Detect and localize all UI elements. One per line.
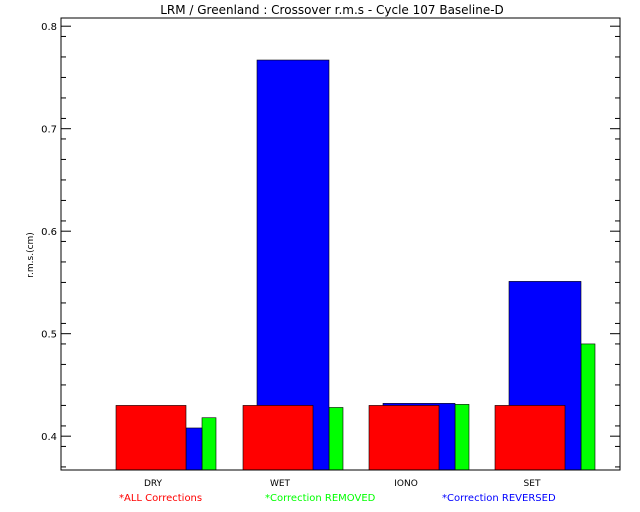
plot-frame bbox=[60, 17, 621, 471]
x-tick-label-iono: IONO bbox=[394, 479, 418, 489]
bars-layer bbox=[115, 59, 596, 471]
legend: *ALL Corrections *Correction REMOVED *Corr… bbox=[119, 493, 556, 504]
y-tick-label: 0.6 bbox=[41, 227, 57, 238]
bar-set-removed bbox=[580, 343, 596, 471]
bar-wet-reversed bbox=[256, 59, 330, 471]
x-tick-label-wet: WET bbox=[270, 479, 291, 489]
bar-wet-all bbox=[242, 405, 314, 471]
legend-entry-1: *Correction REMOVED bbox=[265, 493, 376, 504]
bar-dry-removed bbox=[201, 417, 217, 471]
bar-set-all bbox=[494, 405, 566, 471]
y-tick-label: 0.4 bbox=[41, 432, 57, 443]
x-tick-label-set: SET bbox=[524, 479, 541, 489]
bar-iono-removed bbox=[454, 404, 470, 471]
y-tick-label: 0.7 bbox=[41, 125, 57, 136]
x-tick-label-dry: DRY bbox=[144, 479, 163, 489]
bar-wet-removed bbox=[328, 407, 344, 471]
bar-dry-reversed bbox=[185, 427, 203, 471]
bar-dry-all bbox=[115, 405, 187, 471]
y-axis-label: r.m.s.(cm) bbox=[26, 232, 36, 278]
legend-entry-0: *ALL Corrections bbox=[119, 493, 202, 504]
bar-iono-all bbox=[368, 405, 440, 471]
y-tick-label: 0.8 bbox=[41, 22, 57, 33]
y-tick-label: 0.5 bbox=[41, 330, 57, 341]
chart-title: LRM / Greenland : Crossover r.m.s - Cycl… bbox=[160, 3, 504, 17]
axes-layer: DRY WET IONO SET 0.4 0.5 0.6 0.7 0.8 bbox=[41, 17, 621, 489]
legend-entry-2: *Correction REVERSED bbox=[442, 493, 556, 504]
